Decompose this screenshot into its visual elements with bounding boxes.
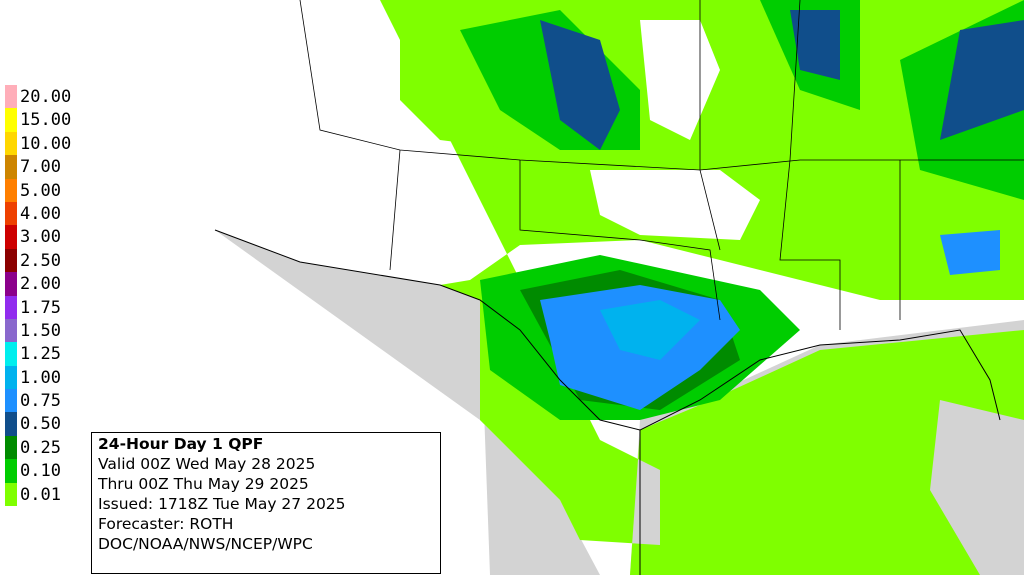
legend-item: 20.00 xyxy=(5,85,95,109)
info-line: Forecaster: ROTH xyxy=(98,515,234,533)
info-line: Issued: 1718Z Tue May 27 2025 xyxy=(98,495,346,513)
legend-item: 1.75 xyxy=(5,295,95,319)
legend-item: 2.50 xyxy=(5,248,95,273)
legend-item: 5.00 xyxy=(5,178,95,202)
legend-label: 5.00 xyxy=(20,180,61,201)
legend-item: 0.10 xyxy=(5,459,95,483)
info-line: Valid 00Z Wed May 28 2025 xyxy=(98,455,316,473)
info-title: 24-Hour Day 1 QPF xyxy=(98,435,264,453)
legend-label: 1.75 xyxy=(20,297,61,318)
legend-swatch xyxy=(5,155,17,179)
legend-item: 3.00 xyxy=(5,225,95,249)
legend: 20.00 15.00 10.00 7.00 5.00 4.00 3.00 2.50 2.00 1… xyxy=(5,85,95,507)
qpf-cyan xyxy=(600,300,700,360)
qpf-navy xyxy=(790,10,840,80)
legend-label: 10.00 xyxy=(20,133,72,154)
legend-swatch xyxy=(5,295,17,319)
legend-item: 15.00 xyxy=(5,108,95,132)
legend-swatch xyxy=(5,131,17,156)
legend-swatch xyxy=(5,459,17,483)
legend-label: 1.50 xyxy=(20,320,61,341)
legend-swatch xyxy=(5,342,17,366)
legend-label: 2.00 xyxy=(20,274,61,295)
info-line: DOC/NOAA/NWS/NCEP/WPC xyxy=(98,535,313,553)
border xyxy=(214,229,641,431)
legend-label: 2.50 xyxy=(20,250,61,271)
qpf-navy xyxy=(940,20,1024,140)
legend-swatch xyxy=(5,248,17,273)
legend-swatch xyxy=(5,435,17,460)
legend-swatch xyxy=(5,225,17,249)
legend-label: 7.00 xyxy=(20,157,61,178)
legend-label: 3.00 xyxy=(20,227,61,248)
state-lines xyxy=(699,0,721,251)
legend-swatch xyxy=(5,272,17,296)
legend-item: 0.25 xyxy=(5,435,95,460)
legend-item: 4.00 xyxy=(5,201,95,226)
legend-swatch xyxy=(5,318,17,343)
legend-label: 15.00 xyxy=(20,110,72,131)
legend-item: 1.00 xyxy=(5,365,95,390)
coastline xyxy=(639,329,1001,575)
legend-item: 0.75 xyxy=(5,389,95,413)
legend-label: 20.00 xyxy=(20,87,72,107)
legend-swatch xyxy=(5,201,17,226)
legend-label: 0.50 xyxy=(20,414,61,435)
legend-label: 1.00 xyxy=(20,367,61,388)
legend-label: 0.10 xyxy=(20,461,61,482)
legend-item: 0.01 xyxy=(5,482,95,507)
state-lines xyxy=(519,160,721,321)
legend-item: 7.00 xyxy=(5,155,95,179)
legend-swatch xyxy=(5,389,17,413)
legend-label: 0.25 xyxy=(20,437,61,458)
info-box: 24-Hour Day 1 QPF Valid 00Z Wed May 28 2… xyxy=(91,432,441,574)
legend-label: 4.00 xyxy=(20,203,61,224)
legend-label: 1.25 xyxy=(20,344,61,365)
legend-label: 0.01 xyxy=(20,484,61,505)
legend-item: 1.50 xyxy=(5,318,95,343)
state-lines xyxy=(389,149,401,271)
qpf-blue xyxy=(940,230,1000,275)
info-line: Thru 00Z Thu May 29 2025 xyxy=(98,475,309,493)
legend-label: 0.75 xyxy=(20,391,61,412)
legend-item: 10.00 xyxy=(5,131,95,156)
legend-swatch xyxy=(5,365,17,390)
legend-swatch xyxy=(5,85,17,109)
legend-item: 1.25 xyxy=(5,342,95,366)
legend-item: 2.00 xyxy=(5,272,95,296)
legend-swatch xyxy=(5,482,17,507)
qpf-white xyxy=(590,170,760,240)
legend-item: 0.50 xyxy=(5,412,95,436)
state-lines xyxy=(779,0,841,330)
qpf-navy xyxy=(540,20,620,150)
legend-swatch xyxy=(5,412,17,436)
legend-swatch xyxy=(5,108,17,132)
legend-swatch xyxy=(5,178,17,202)
